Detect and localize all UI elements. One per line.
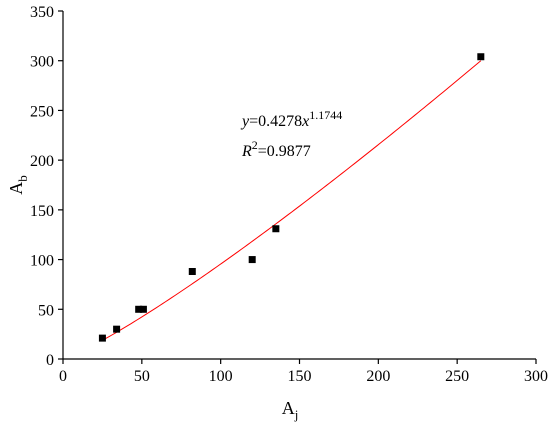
y-tick-label: 250: [30, 103, 54, 120]
fit-equation: y=0.4278x1.1744: [240, 108, 342, 130]
data-point: [139, 305, 147, 313]
x-tick-label: 150: [288, 368, 312, 385]
data-point: [98, 334, 106, 342]
y-tick-label: 150: [30, 203, 54, 220]
data-point: [135, 305, 143, 313]
y-tick-label: 0: [46, 352, 54, 369]
x-tick-label: 100: [209, 368, 233, 385]
y-tick-label: 200: [30, 153, 54, 170]
r-squared: R2=0.9877: [241, 138, 311, 160]
data-point: [272, 225, 280, 233]
x-ticks: 0 50 100 150 200 250 300: [59, 359, 548, 385]
data-point: [113, 325, 121, 333]
x-tick-label: 50: [134, 368, 150, 385]
data-point: [248, 256, 256, 264]
fit-curve: [102, 60, 482, 341]
data-points: [98, 53, 485, 342]
x-axis-title: Aj: [282, 398, 299, 422]
data-point: [477, 53, 485, 61]
y-tick-label: 100: [30, 253, 54, 270]
y-tick-label: 50: [38, 302, 54, 319]
data-point: [188, 268, 196, 276]
x-tick-label: 200: [366, 368, 390, 385]
y-tick-label: 350: [30, 4, 54, 21]
x-tick-label: 300: [524, 368, 548, 385]
y-ticks: 0 50 100 150 200 250 300 350: [30, 4, 63, 369]
x-tick-label: 0: [59, 368, 67, 385]
x-tick-label: 250: [445, 368, 469, 385]
y-axis-title: Ab: [6, 175, 30, 195]
y-tick-label: 300: [30, 54, 54, 71]
